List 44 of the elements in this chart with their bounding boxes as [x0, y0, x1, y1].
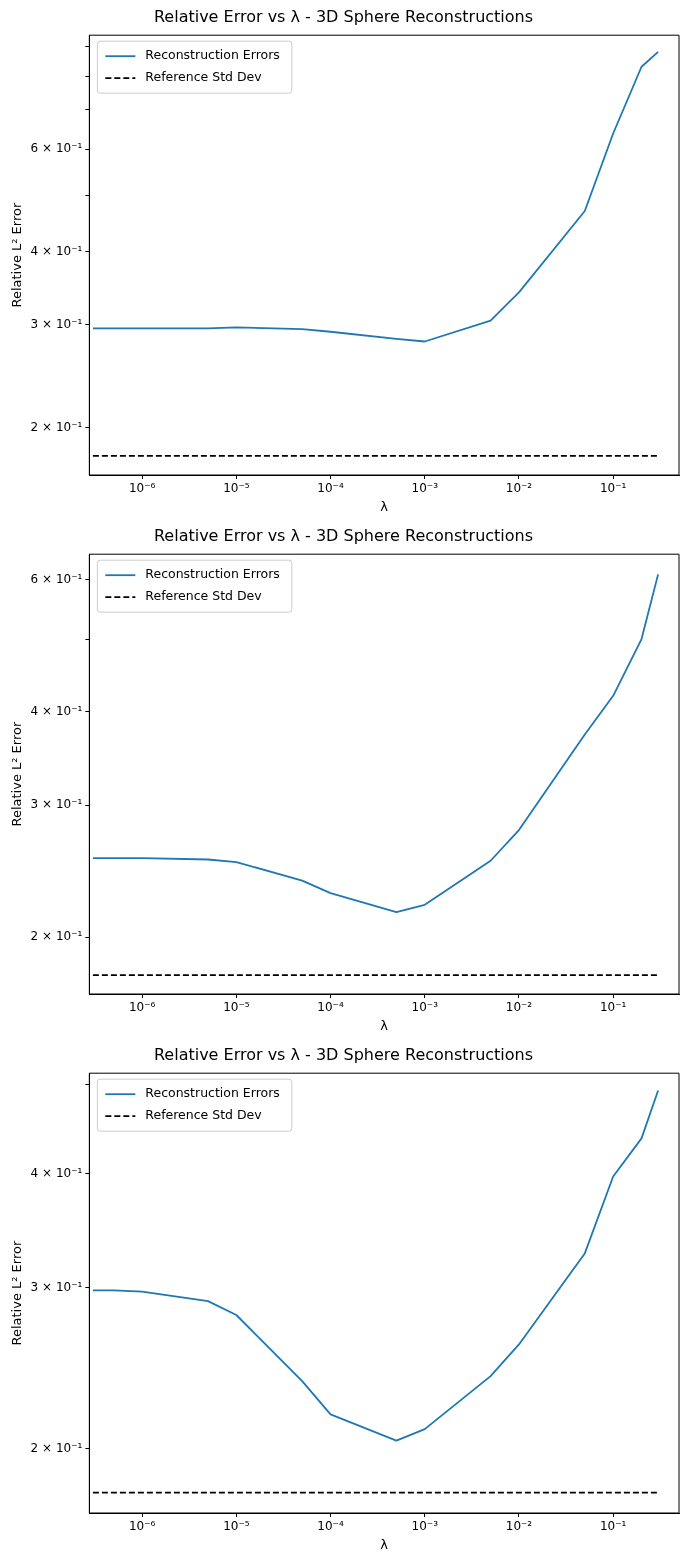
- y-tick-label: 2 × 10⁻¹: [30, 419, 83, 434]
- chart-title: Relative Error vs λ - 3D Sphere Reconstructions: [153, 525, 534, 545]
- y-tick-label: 6 × 10⁻¹: [30, 141, 83, 156]
- x-tick-label: 10⁻⁴: [317, 1519, 344, 1534]
- x-tick-label: 10⁻²: [505, 1519, 533, 1534]
- x-tick-label: 10⁻⁴: [317, 1000, 344, 1015]
- x-tick-label: 10⁻²: [505, 1000, 533, 1015]
- x-tick-label: 10⁻⁴: [317, 481, 344, 496]
- legend-label: Reference Std Dev: [145, 588, 263, 604]
- legend-label: Reconstruction Errors: [145, 1085, 280, 1101]
- x-tick-label: 10⁻³: [411, 481, 439, 496]
- legend-label: Reference Std Dev: [145, 69, 263, 85]
- y-tick-label: 3 × 10⁻¹: [30, 317, 83, 332]
- chart-title: Relative Error vs λ - 3D Sphere Reconstructions: [153, 1044, 534, 1064]
- y-tick-label: 2 × 10⁻¹: [30, 1440, 83, 1455]
- y-axis-title: Relative L² Error: [9, 202, 25, 308]
- x-axis-title: λ: [380, 1536, 389, 1552]
- x-axis-title: λ: [380, 498, 389, 514]
- x-tick-label: 10⁻³: [411, 1519, 439, 1534]
- x-tick-label: 10⁻⁶: [128, 1519, 156, 1534]
- y-tick-label: 4 × 10⁻¹: [30, 703, 83, 718]
- legend-label: Reconstruction Errors: [145, 47, 280, 63]
- y-axis-title: Relative L² Error: [9, 721, 25, 827]
- x-tick-label: 10⁻¹: [599, 1000, 627, 1015]
- x-axis-title: λ: [380, 1017, 389, 1033]
- legend-label: Reconstruction Errors: [145, 566, 280, 582]
- y-axis-title: Relative L² Error: [9, 1240, 25, 1346]
- y-tick-label: 3 × 10⁻¹: [30, 797, 83, 812]
- x-tick-label: 10⁻⁵: [223, 481, 250, 496]
- x-tick-label: 10⁻⁵: [223, 1000, 250, 1015]
- x-tick-label: 10⁻¹: [599, 481, 627, 496]
- y-tick-label: 4 × 10⁻¹: [30, 1165, 83, 1180]
- x-tick-label: 10⁻¹: [599, 1519, 627, 1534]
- y-tick-label: 4 × 10⁻¹: [30, 244, 83, 259]
- x-tick-label: 10⁻²: [505, 481, 533, 496]
- chart-title: Relative Error vs λ - 3D Sphere Reconstructions: [153, 6, 534, 26]
- x-tick-label: 10⁻⁵: [223, 1519, 250, 1534]
- y-tick-label: 2 × 10⁻¹: [30, 929, 83, 944]
- x-tick-label: 10⁻³: [411, 1000, 439, 1015]
- legend-label: Reference Std Dev: [145, 1107, 263, 1123]
- x-tick-label: 10⁻⁶: [128, 481, 156, 496]
- y-tick-label: 3 × 10⁻¹: [30, 1279, 83, 1294]
- x-tick-label: 10⁻⁶: [128, 1000, 156, 1015]
- y-tick-label: 6 × 10⁻¹: [30, 571, 83, 586]
